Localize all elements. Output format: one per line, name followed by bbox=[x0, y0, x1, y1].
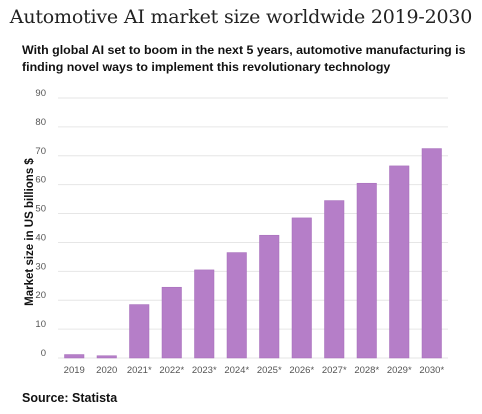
bar-2021 bbox=[129, 304, 150, 359]
y-axis-ticks: 0 10 20 30 40 50 60 70 80 90 bbox=[35, 88, 46, 359]
gridlines bbox=[58, 97, 448, 359]
bar-2023 bbox=[194, 269, 215, 359]
bar-2030 bbox=[421, 148, 442, 359]
x-tick-label: 2030* bbox=[419, 365, 444, 376]
x-tick-label: 2024* bbox=[224, 365, 249, 376]
y-tick-label: 60 bbox=[35, 175, 46, 186]
x-tick-label: 2026* bbox=[289, 365, 314, 376]
x-tick-label: 2022* bbox=[159, 365, 184, 376]
bars bbox=[64, 148, 442, 359]
y-tick-label: 30 bbox=[35, 261, 46, 272]
y-tick-label: 50 bbox=[35, 204, 46, 215]
chart-subtitle: With global AI set to boom in the next 5… bbox=[22, 43, 466, 74]
bar-2028 bbox=[356, 182, 377, 359]
y-tick-label: 70 bbox=[35, 146, 46, 157]
bar-2029 bbox=[389, 165, 410, 359]
x-tick-label: 2029* bbox=[387, 365, 412, 376]
y-tick-label: 40 bbox=[35, 232, 46, 243]
y-tick-label: 20 bbox=[35, 290, 46, 301]
x-tick-label: 2021* bbox=[127, 365, 152, 376]
x-tick-label: 2019 bbox=[64, 365, 85, 376]
bar-2024 bbox=[226, 252, 247, 359]
x-tick-label: 2028* bbox=[354, 365, 379, 376]
x-tick-label: 2023* bbox=[192, 365, 217, 376]
y-tick-label: 90 bbox=[35, 88, 46, 99]
x-tick-label: 2020 bbox=[96, 365, 117, 376]
x-axis-ticks: 2019 2020 2021* 2022* 2023* 2024* 2025* 2026* 20… bbox=[64, 365, 445, 376]
y-axis-label: Market size in US billions $ bbox=[24, 158, 36, 306]
bar-2026 bbox=[291, 217, 312, 359]
bar-2022 bbox=[161, 286, 182, 359]
y-tick-label: 10 bbox=[35, 319, 46, 330]
bar-2027 bbox=[324, 200, 345, 359]
x-tick-label: 2025* bbox=[257, 365, 282, 376]
y-tick-label: 80 bbox=[35, 117, 46, 128]
source-note: Source: Statista bbox=[22, 391, 118, 405]
chart-title: Automotive AI market size worldwide 2019… bbox=[9, 6, 473, 28]
bar-2019 bbox=[64, 354, 85, 359]
bar-2020 bbox=[96, 355, 117, 359]
x-tick-label: 2027* bbox=[322, 365, 347, 376]
y-tick-label: 0 bbox=[41, 348, 46, 359]
bar-2025 bbox=[259, 234, 280, 359]
